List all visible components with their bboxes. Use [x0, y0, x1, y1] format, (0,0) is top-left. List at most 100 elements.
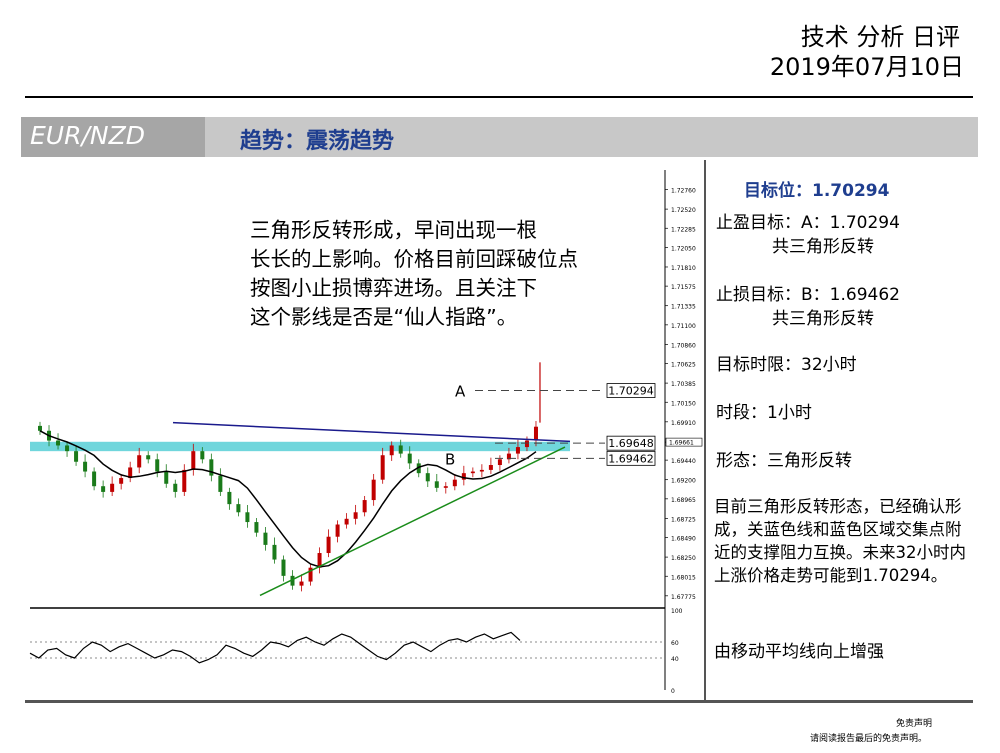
- header-rule: [25, 96, 973, 98]
- candle: [425, 473, 430, 482]
- candle: [533, 426, 538, 441]
- level-value: 1.69462: [608, 452, 654, 465]
- bottom-rule: [25, 700, 973, 703]
- oscillator-line: [29, 631, 521, 664]
- price-chart: 1.72760 1.72520 1.72285 1.72050 1.71810 1.715…: [29, 170, 703, 695]
- panel-divider: [704, 160, 706, 700]
- candle: [497, 459, 502, 466]
- price-pane: [30, 170, 665, 610]
- candle: [245, 512, 250, 523]
- price-tick-label: 1.70625: [671, 362, 696, 369]
- candle: [515, 447, 520, 454]
- candle: [398, 445, 403, 454]
- level-value: 1.70294: [608, 385, 654, 398]
- level-box: [606, 435, 656, 451]
- candle: [299, 581, 304, 586]
- price-tick-label: 1.70150: [671, 400, 696, 407]
- candle: [281, 559, 286, 576]
- candle: [344, 518, 349, 525]
- oscillator-tick-label: 100: [671, 608, 683, 615]
- price-tick-label: 1.68015: [671, 574, 696, 581]
- currency-pair: EUR/NZD: [30, 121, 145, 150]
- support-zone: [30, 441, 570, 452]
- level-box: [606, 383, 656, 398]
- candle: [335, 524, 340, 537]
- candle: [524, 440, 529, 448]
- annotation-line: 三角形反转形成，早间出现一根: [250, 218, 537, 242]
- current-price-tag: [665, 437, 703, 447]
- level-label: B: [445, 450, 455, 468]
- annotation-line: 长长的上影响。价格目前回踩破位点: [250, 247, 578, 271]
- level-box: [606, 450, 656, 466]
- price-tick-label: 1.69200: [671, 478, 696, 485]
- candle: [317, 553, 322, 568]
- banner-highlight: [205, 117, 978, 157]
- level-value: 1.69648: [608, 437, 654, 450]
- candle: [173, 483, 178, 492]
- candle: [506, 453, 511, 460]
- candle: [389, 445, 394, 456]
- candle: [326, 536, 331, 554]
- candle: [416, 463, 421, 474]
- chart-area: 1.72760 1.72520 1.72285 1.72050 1.71810 1.715…: [25, 160, 705, 698]
- candle: [65, 445, 70, 452]
- price-tick-label: 1.68490: [671, 536, 696, 543]
- candle: [461, 473, 466, 480]
- timeframe: 时段：1小时: [716, 403, 812, 423]
- price-tick-label: 1.72285: [671, 226, 696, 233]
- current-price-label: 1.69661: [669, 440, 694, 447]
- disclaimer-text: 请阅读报告最后的免责声明。: [810, 734, 928, 744]
- candle: [488, 465, 493, 470]
- candle: [218, 475, 223, 492]
- report-date: 2019年07月10日: [769, 53, 964, 81]
- price-tick-label: 1.71810: [671, 265, 696, 272]
- candle: [74, 451, 79, 462]
- report-title: 技术 分析 日评: [800, 23, 960, 51]
- price-tick-label: 1.70860: [671, 342, 696, 349]
- candle: [407, 453, 412, 464]
- candle: [443, 486, 448, 488]
- upper-trendline: [172, 421, 571, 443]
- candle: [470, 471, 475, 474]
- candle: [200, 451, 205, 460]
- candle: [56, 440, 61, 446]
- candle: [452, 479, 457, 487]
- level-label: A: [455, 383, 466, 401]
- candle: [83, 461, 88, 472]
- candle: [101, 486, 106, 492]
- lower-trendline: [259, 446, 566, 597]
- candle: [434, 481, 439, 488]
- candle: [38, 425, 42, 431]
- candle: [209, 459, 214, 476]
- disclaimer-title: 免责声明: [896, 719, 933, 729]
- stop-loss: 止损目标：B：1.69462: [716, 285, 900, 305]
- price-tick-label: 1.71100: [671, 323, 696, 330]
- price-tick-label: 1.69440: [671, 458, 696, 465]
- candle: [254, 522, 259, 533]
- candle: [227, 491, 232, 505]
- price-tick-label: 1.71335: [671, 304, 696, 311]
- price-tick-label: 1.68725: [671, 516, 696, 523]
- price-tick-label: 1.70385: [671, 381, 696, 388]
- stop-loss-note: 共三角形反转: [772, 309, 874, 329]
- candle: [110, 483, 115, 492]
- ma-note: 由移动平均线向上增强: [714, 642, 884, 662]
- price-tick-label: 1.71575: [671, 284, 696, 291]
- time-limit: 目标时限：32小时: [716, 355, 857, 375]
- candle: [119, 478, 124, 484]
- candle: [290, 575, 295, 586]
- chart-annotation: 三角形反转形成，早间出现一根 长长的上影响。价格目前回踩破位点 按图小止损博弈进…: [250, 216, 670, 332]
- candle: [263, 532, 268, 545]
- take-profit: 止盈目标：A：1.70294: [716, 213, 900, 233]
- candle: [308, 567, 313, 582]
- candle: [155, 459, 160, 472]
- candle: [92, 471, 97, 487]
- trend-label: 趋势：震荡趋势: [240, 129, 395, 154]
- moving-average: [39, 430, 537, 568]
- price-tick-label: 1.72760: [671, 188, 696, 195]
- price-tick-label: 1.68250: [671, 555, 696, 562]
- candle: [128, 467, 133, 479]
- annotation-line: 这个影线是否是“仙人指路”。: [250, 305, 518, 329]
- take-profit-note: 共三角形反转: [772, 237, 874, 257]
- candle: [380, 455, 385, 480]
